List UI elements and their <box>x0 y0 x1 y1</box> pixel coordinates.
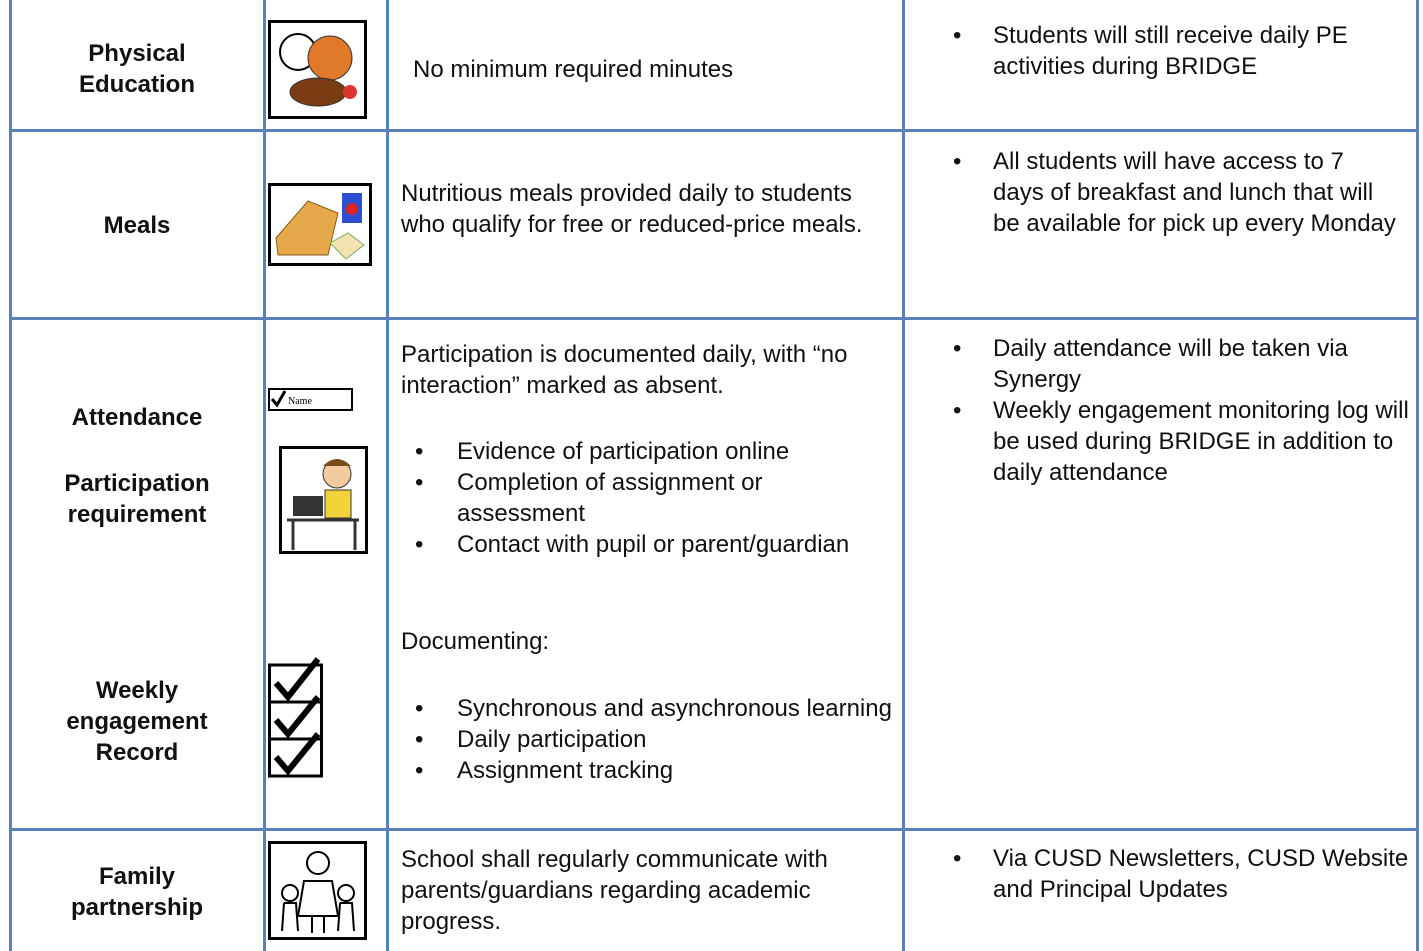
item: Assignment tracking <box>415 755 897 786</box>
item: Evidence of participation online <box>415 436 897 467</box>
notes: Students will still receive daily PE act… <box>953 20 1413 82</box>
row-label: Meals <box>103 212 171 239</box>
description: Participation is documented daily, with … <box>401 341 848 399</box>
meals-icon <box>268 183 372 266</box>
note: Via CUSD Newsletters, CUSD Website and P… <box>953 843 1413 905</box>
item: Completion of assignment or assessment <box>415 467 897 529</box>
notes: Via CUSD Newsletters, CUSD Website and P… <box>953 843 1413 905</box>
row-label: Weekly engagement Record <box>66 677 208 766</box>
border <box>386 0 389 951</box>
border <box>263 0 266 951</box>
checklist-icon <box>268 657 323 778</box>
item: Daily participation <box>415 724 897 755</box>
sports-icon <box>268 20 367 119</box>
item: Contact with pupil or parent/guardian <box>415 529 897 560</box>
item-list: Synchronous and asynchronous learning Da… <box>415 693 897 786</box>
note: Weekly engagement monitoring log will be… <box>953 395 1413 488</box>
icon-text: Name <box>288 396 312 407</box>
subheading: Documenting: <box>401 628 550 655</box>
row-label: Attendance <box>71 404 203 431</box>
border <box>902 0 905 951</box>
row-label: Physical Education <box>78 40 195 98</box>
note: Students will still receive daily PE act… <box>953 20 1413 82</box>
row-label: Participation requirement <box>64 470 210 528</box>
description: School shall regularly communicate with … <box>401 846 828 935</box>
border <box>10 317 1418 320</box>
note: Daily attendance will be taken via Syner… <box>953 333 1413 395</box>
row-label: Family partnership <box>70 863 204 921</box>
border <box>1416 0 1419 951</box>
notes: All students will have access to 7 days … <box>953 146 1398 239</box>
student-icon <box>279 446 368 554</box>
note: All students will have access to 7 days … <box>953 146 1398 239</box>
border <box>10 129 1418 132</box>
item: Synchronous and asynchronous learning <box>415 693 897 724</box>
notes: Daily attendance will be taken via Syner… <box>953 333 1413 488</box>
family-icon <box>268 841 367 940</box>
description: Nutritious meals provided daily to stude… <box>401 180 863 238</box>
item-list: Evidence of participation online Complet… <box>415 436 897 560</box>
name-checkbox-icon: Name <box>268 388 353 411</box>
border <box>9 0 12 951</box>
border <box>10 828 1418 831</box>
description: No minimum required minutes <box>413 56 734 83</box>
